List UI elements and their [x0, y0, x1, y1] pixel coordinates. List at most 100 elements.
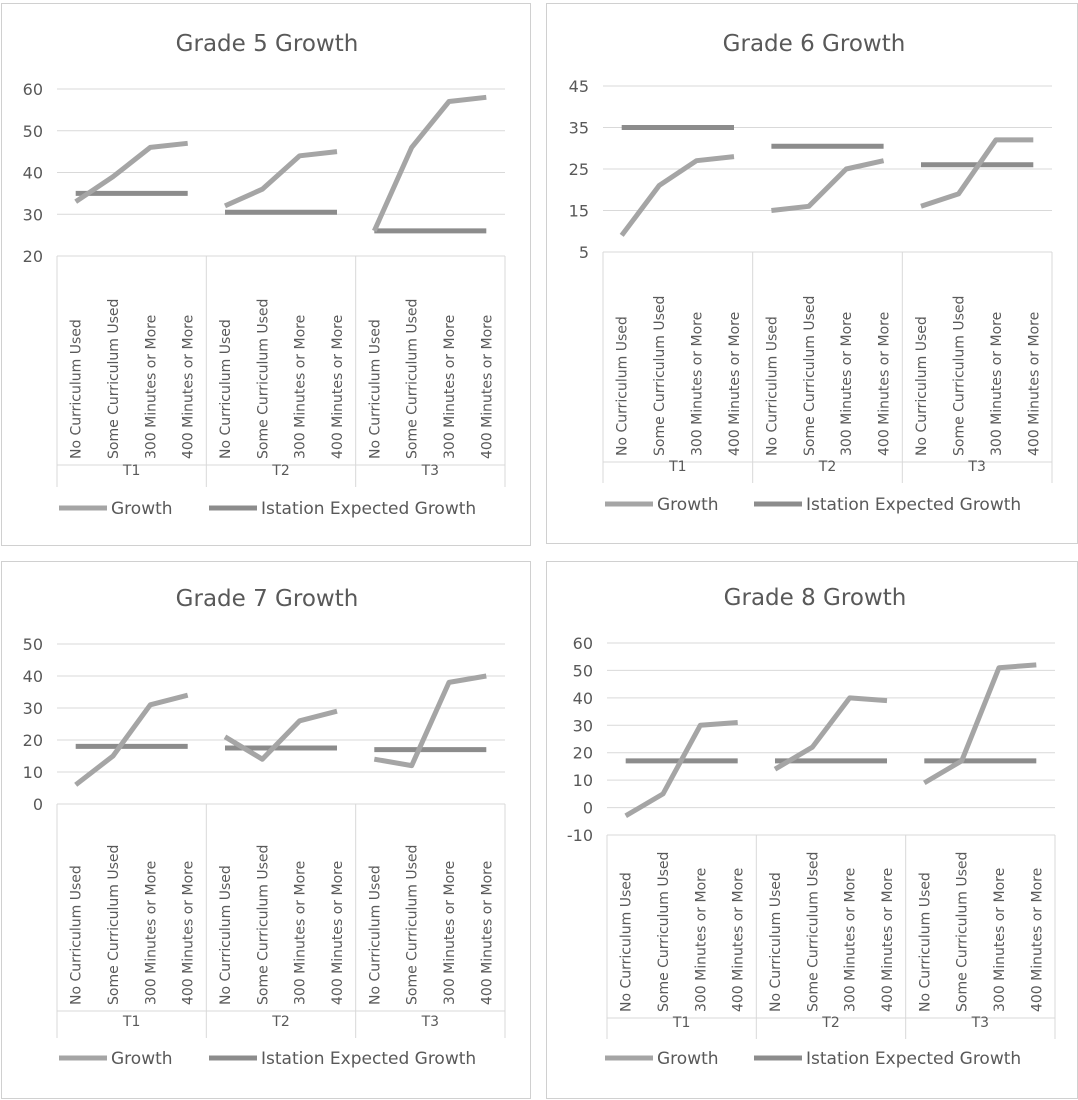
- x-tick-label: No Curriculum Used: [367, 865, 383, 1005]
- x-tick-label: 400 Minutes or More: [479, 861, 495, 1005]
- growth-line-segment: [225, 711, 337, 759]
- x-tick-label: Some Curriculum Used: [255, 845, 271, 1005]
- x-tick-label: 300 Minutes or More: [690, 312, 706, 456]
- x-tick-label: Some Curriculum Used: [951, 296, 967, 456]
- legend-expected-label: Istation Expected Growth: [261, 499, 476, 519]
- x-tick-label: 300 Minutes or More: [442, 315, 458, 459]
- y-tick-label: 10: [573, 771, 593, 790]
- growth-line-segment: [374, 97, 486, 231]
- x-tick-label: 400 Minutes or More: [479, 315, 495, 459]
- x-tick-label: 400 Minutes or More: [877, 312, 893, 456]
- group-label: T2: [271, 463, 289, 479]
- y-tick-label: 35: [569, 119, 589, 138]
- chart-grade-8: Grade 8 Growth -10 0 10 20 30 40 50 60 No Curricu…: [547, 562, 1078, 1100]
- group-label: T1: [122, 463, 140, 479]
- group-label: T3: [967, 459, 985, 475]
- chart-title: Grade 7 Growth: [176, 586, 359, 612]
- x-tick-label: 400 Minutes or More: [731, 868, 747, 1012]
- legend-growth-label: Growth: [657, 495, 719, 515]
- x-tick-label: No Curriculum Used: [615, 316, 631, 456]
- x-tick-label: No Curriculum Used: [218, 865, 234, 1005]
- x-tick-label: No Curriculum Used: [764, 316, 780, 456]
- legend-growth-label: Growth: [657, 1049, 719, 1069]
- x-tick-label: 300 Minutes or More: [693, 868, 709, 1012]
- x-tick-label: No Curriculum Used: [914, 316, 930, 456]
- x-tick-label: Some Curriculum Used: [802, 296, 818, 456]
- x-tick-label: 400 Minutes or More: [1029, 868, 1045, 1012]
- x-tick-label: 400 Minutes or More: [330, 315, 346, 459]
- x-tick-label: Some Curriculum Used: [405, 299, 421, 459]
- growth-line-segment: [921, 140, 1033, 206]
- group-label: T1: [668, 459, 686, 475]
- y-tick-label: 20: [573, 744, 593, 763]
- legend-growth-label: Growth: [111, 1049, 173, 1069]
- group-label: T1: [672, 1015, 690, 1031]
- x-tick-label: 400 Minutes or More: [181, 315, 197, 459]
- x-tick-label: 300 Minutes or More: [992, 868, 1008, 1012]
- x-tick-label: No Curriculum Used: [218, 319, 234, 459]
- x-tick-label: Some Curriculum Used: [652, 296, 668, 456]
- x-tick-label: No Curriculum Used: [69, 865, 85, 1005]
- x-tick-label: Some Curriculum Used: [106, 299, 122, 459]
- y-tick-label: 30: [573, 716, 593, 735]
- y-tick-label: 50: [23, 635, 43, 654]
- x-tick-label: 300 Minutes or More: [293, 315, 309, 459]
- group-label: T3: [971, 1015, 989, 1031]
- chart-title: Grade 8 Growth: [724, 585, 907, 611]
- x-tick-label: Some Curriculum Used: [405, 845, 421, 1005]
- x-tick-label: 300 Minutes or More: [843, 868, 859, 1012]
- x-tick-label: No Curriculum Used: [69, 319, 85, 459]
- x-tick-label: 300 Minutes or More: [989, 312, 1005, 456]
- x-tick-label: Some Curriculum Used: [106, 845, 122, 1005]
- x-tick-label: 400 Minutes or More: [181, 861, 197, 1005]
- y-tick-label: 30: [23, 205, 43, 224]
- x-tick-label: 400 Minutes or More: [727, 312, 743, 456]
- chart-grade-7: Grade 7 Growth 0 10 20 30 40 50 No Curriculum U…: [2, 562, 532, 1100]
- x-tick-label: No Curriculum Used: [367, 319, 383, 459]
- y-tick-label: 40: [23, 667, 43, 686]
- chart-panel-grade-7: Grade 7 Growth 0 10 20 30 40 50 No Curriculum U…: [1, 561, 531, 1099]
- y-tick-label: 50: [23, 122, 43, 141]
- growth-line-segment: [622, 157, 734, 236]
- y-tick-label: 60: [23, 80, 43, 99]
- growth-line-segment: [225, 152, 337, 206]
- group-label: T3: [421, 463, 439, 479]
- x-tick-label: 300 Minutes or More: [143, 315, 159, 459]
- legend-expected-label: Istation Expected Growth: [261, 1049, 476, 1069]
- x-tick-label: 300 Minutes or More: [442, 861, 458, 1005]
- x-tick-label: 300 Minutes or More: [143, 861, 159, 1005]
- group-label: T2: [271, 1014, 289, 1030]
- chart-panel-grade-8: Grade 8 Growth -10 0 10 20 30 40 50 60 No Curricu…: [546, 561, 1078, 1099]
- y-tick-label: 0: [583, 799, 593, 818]
- y-tick-label: 0: [33, 795, 43, 814]
- y-tick-label: 30: [23, 699, 43, 718]
- y-tick-label: 45: [569, 77, 589, 96]
- x-tick-label: Some Curriculum Used: [805, 852, 821, 1012]
- x-tick-label: 400 Minutes or More: [330, 861, 346, 1005]
- y-tick-label: 50: [573, 661, 593, 680]
- x-tick-label: No Curriculum Used: [917, 872, 933, 1012]
- y-tick-label: 40: [23, 164, 43, 183]
- y-tick-label: 20: [23, 731, 43, 750]
- growth-line-segment: [924, 665, 1036, 783]
- x-tick-label: No Curriculum Used: [768, 872, 784, 1012]
- x-tick-label: 400 Minutes or More: [1026, 312, 1042, 456]
- growth-line-segment: [626, 723, 738, 816]
- y-tick-label: 40: [573, 689, 593, 708]
- growth-line-segment: [771, 161, 883, 211]
- growth-line-segment: [374, 676, 486, 766]
- y-tick-label: -10: [567, 826, 593, 845]
- y-tick-label: 60: [573, 634, 593, 653]
- x-tick-label: Some Curriculum Used: [656, 852, 672, 1012]
- x-tick-label: 300 Minutes or More: [839, 312, 855, 456]
- y-tick-label: 10: [23, 763, 43, 782]
- group-label: T1: [122, 1014, 140, 1030]
- x-tick-label: Some Curriculum Used: [955, 852, 971, 1012]
- group-label: T2: [818, 459, 836, 475]
- legend-expected-label: Istation Expected Growth: [806, 495, 1021, 515]
- y-tick-label: 25: [569, 160, 589, 179]
